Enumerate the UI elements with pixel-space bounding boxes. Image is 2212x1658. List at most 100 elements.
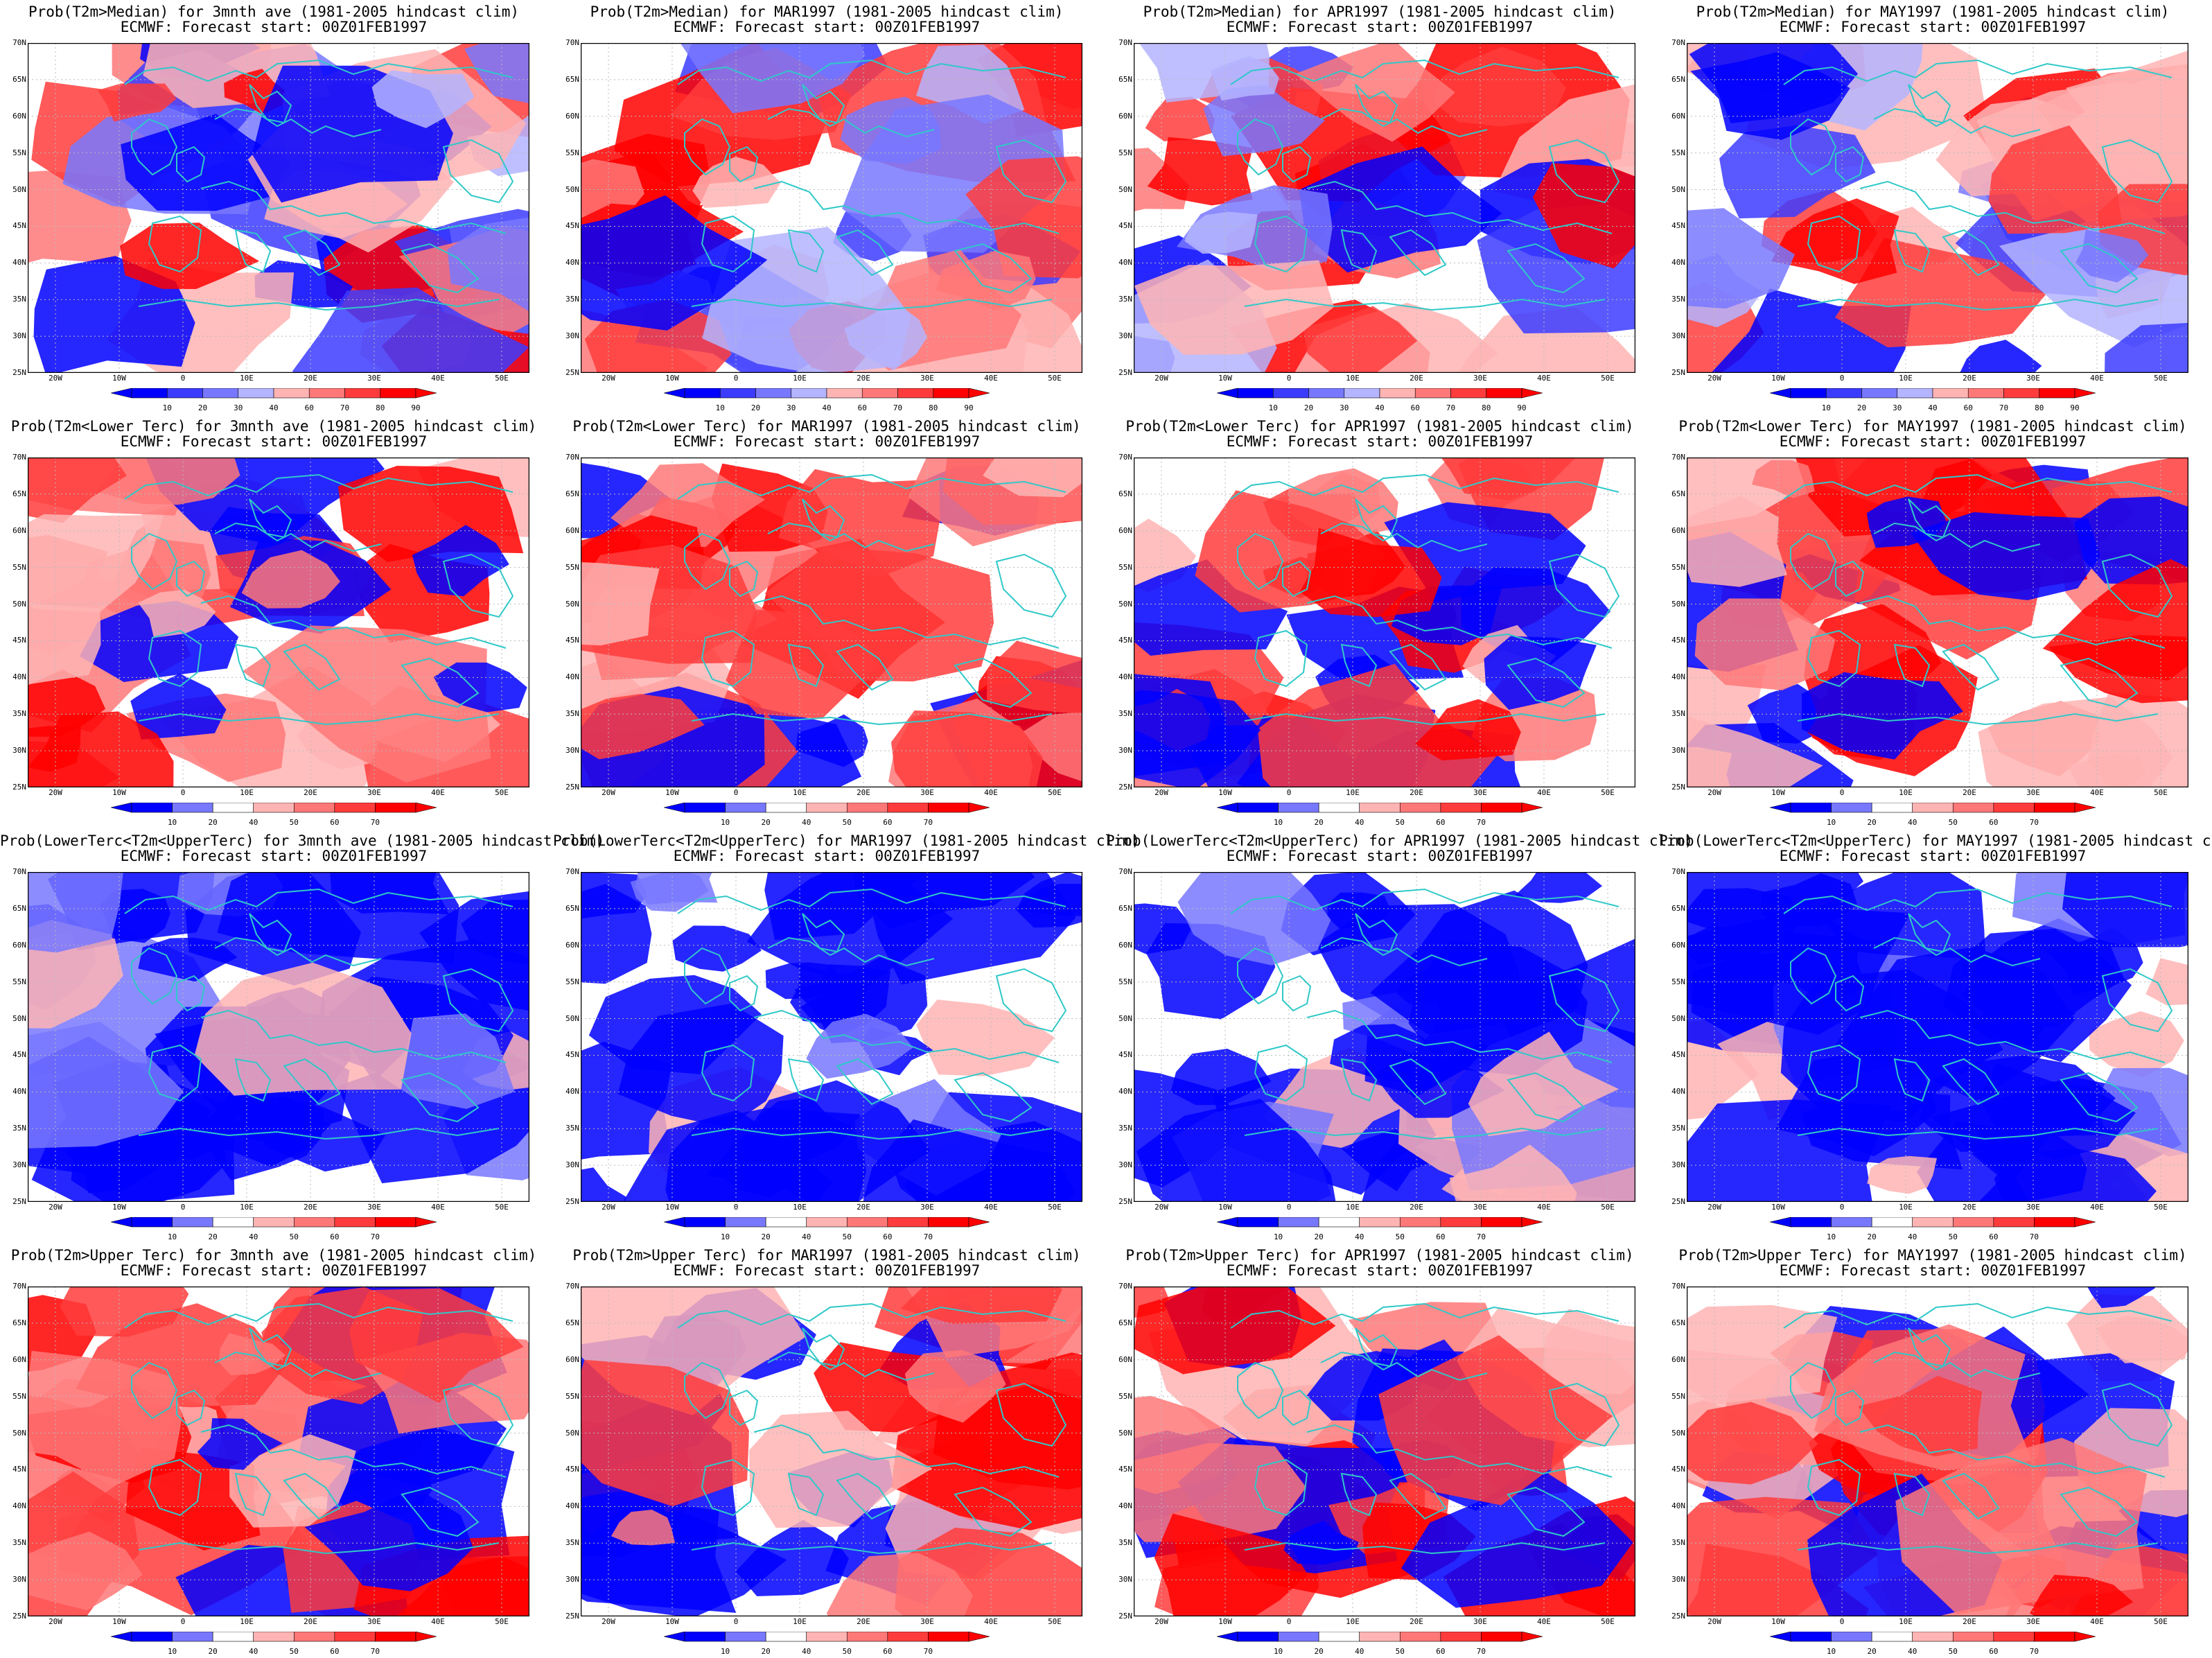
colorbar-segment bbox=[1237, 1216, 1279, 1228]
lat-tick-label: 65N bbox=[12, 903, 26, 913]
colorbar-segment bbox=[765, 1631, 807, 1642]
lat-tick-label: 45N bbox=[1671, 636, 1685, 645]
lat-tick-label: 60N bbox=[565, 1354, 579, 1364]
colorbar-label: 10 bbox=[162, 403, 172, 412]
colorbar-label: 50 bbox=[289, 1647, 299, 1656]
map-area bbox=[1134, 457, 1635, 787]
lat-tick-label: 55N bbox=[1118, 1391, 1132, 1401]
lat-tick-label: 25N bbox=[12, 783, 26, 792]
colorbar-label: 60 bbox=[1436, 1647, 1446, 1656]
lon-tick-label: 10W bbox=[112, 374, 126, 383]
colorbar-label: 10 bbox=[1826, 818, 1836, 827]
lat-tick-label: 50N bbox=[12, 1013, 26, 1023]
colorbar-label: 70 bbox=[2029, 1232, 2039, 1241]
lat-tick-label: 70N bbox=[1118, 38, 1132, 47]
panel-subtitle: ECMWF: Forecast start: 00Z01FEB1997 bbox=[1226, 1262, 1534, 1279]
colorbar-label: 10 bbox=[1826, 1232, 1836, 1241]
colorbar-label: 70 bbox=[923, 1647, 933, 1656]
colorbar-segment bbox=[1399, 1631, 1441, 1642]
colorbar-segment bbox=[725, 802, 766, 813]
probability-contour bbox=[371, 70, 475, 128]
colorbar-label: 40 bbox=[802, 1232, 811, 1241]
lon-tick-label: 20E bbox=[1410, 374, 1423, 383]
coastlines bbox=[1783, 1302, 2173, 1555]
probability-contour bbox=[581, 1167, 627, 1202]
colorbar-segment bbox=[928, 1631, 969, 1642]
colorbar-segment bbox=[1871, 802, 1913, 813]
lat-tick-label: 60N bbox=[565, 940, 579, 950]
lat-tick-label: 70N bbox=[12, 1282, 26, 1291]
lon-tick-label: 10W bbox=[1218, 1617, 1232, 1626]
probability-contour bbox=[2030, 1574, 2134, 1616]
panel-subtitle: ECMWF: Forecast start: 00Z01FEB1997 bbox=[1226, 19, 1534, 35]
colorbar-segment bbox=[172, 1631, 213, 1642]
colorbar-label: 10 bbox=[715, 403, 725, 412]
lat-tick-label: 65N bbox=[565, 1318, 579, 1327]
probability-contour bbox=[194, 962, 412, 1096]
probability-contour bbox=[680, 43, 866, 114]
probability-contour bbox=[125, 1448, 261, 1551]
lat-tick-label: 65N bbox=[1118, 1318, 1132, 1327]
lon-tick-label: 0 bbox=[1286, 374, 1292, 383]
panel-title: Prob(T2m>Upper Terc) for MAY1997 (1981-2… bbox=[1678, 1247, 2187, 1264]
lat-tick-label: 40N bbox=[565, 672, 579, 682]
probability-contour bbox=[96, 457, 240, 505]
lat-tick-label: 25N bbox=[1118, 1197, 1132, 1206]
lon-tick-label: 50E bbox=[495, 374, 509, 383]
colorbar-segment bbox=[806, 1631, 848, 1642]
lon-tick-label: 10W bbox=[665, 1617, 679, 1626]
probability-contour bbox=[844, 302, 927, 371]
lon-tick-label: 40E bbox=[1537, 1617, 1551, 1626]
lat-tick-label: 50N bbox=[1118, 1013, 1132, 1023]
colorbar-segment bbox=[887, 1216, 929, 1228]
colorbar-segment bbox=[684, 1631, 726, 1642]
lat-tick-label: 45N bbox=[1671, 1465, 1685, 1474]
lon-tick-label: 20E bbox=[1963, 1203, 1976, 1212]
lat-tick-label: 25N bbox=[1671, 368, 1685, 377]
colorbar-label: 20 bbox=[208, 818, 218, 827]
colorbar-segment bbox=[308, 387, 345, 399]
probability-contour bbox=[2042, 559, 2188, 681]
lat-tick-label: 40N bbox=[565, 1501, 579, 1511]
panel-subtitle: ECMWF: Forecast start: 00Z01FEB1997 bbox=[673, 19, 981, 35]
colorbar-label: 20 bbox=[761, 1232, 771, 1241]
colorbar-label: 30 bbox=[1340, 403, 1349, 412]
panel-title: Prob(T2m>Median) for APR1997 (1981-2005 … bbox=[1143, 3, 1617, 20]
colorbar-segment bbox=[2039, 387, 2075, 399]
probability-contour bbox=[1468, 1031, 1620, 1137]
lat-tick-label: 25N bbox=[12, 1612, 26, 1621]
colorbar-label: 20 bbox=[1304, 403, 1314, 412]
colorbar-segment bbox=[212, 1216, 254, 1228]
lat-tick-label: 50N bbox=[1671, 184, 1685, 194]
coastlines bbox=[1230, 473, 1620, 726]
colorbar-segment bbox=[1825, 387, 1862, 399]
lon-tick-label: 20E bbox=[1963, 1617, 1976, 1626]
colorbar-segment bbox=[131, 802, 173, 813]
colorbar-label: 70 bbox=[1476, 1647, 1486, 1656]
colorbar-segment bbox=[1790, 1216, 1832, 1228]
probability-contour bbox=[623, 1110, 833, 1202]
lon-tick-label: 10W bbox=[1218, 374, 1232, 383]
lat-tick-label: 40N bbox=[12, 1087, 26, 1097]
colorbar-segment bbox=[273, 387, 310, 399]
lon-tick-label: 20E bbox=[304, 788, 317, 797]
lat-tick-label: 25N bbox=[12, 368, 26, 377]
lon-tick-label: 50E bbox=[1048, 788, 1062, 797]
lat-tick-label: 45N bbox=[12, 221, 26, 231]
panel-subtitle: ECMWF: Forecast start: 00Z01FEB1997 bbox=[120, 19, 428, 35]
colorbar-label: 70 bbox=[923, 1232, 933, 1241]
colorbar-segment bbox=[1318, 1631, 1360, 1642]
probability-contour bbox=[1687, 1304, 1838, 1405]
panel-title: Prob(LowerTerc<T2m<UpperTerc) for MAY199… bbox=[1659, 832, 2212, 849]
map-area bbox=[1687, 457, 2188, 787]
lon-tick-label: 20W bbox=[1708, 374, 1721, 383]
colorbar-label: 40 bbox=[822, 403, 832, 412]
lat-tick-label: 35N bbox=[1671, 709, 1685, 719]
panel-title: Prob(T2m<Lower Terc) for 3mnth ave (1981… bbox=[10, 418, 537, 435]
lon-tick-label: 20E bbox=[857, 1203, 870, 1212]
lat-tick-label: 60N bbox=[12, 111, 26, 121]
lat-tick-label: 60N bbox=[12, 940, 26, 950]
colorbar-segment bbox=[791, 387, 827, 399]
probability-contour bbox=[1910, 512, 2100, 600]
colorbar-label: 80 bbox=[376, 403, 385, 412]
